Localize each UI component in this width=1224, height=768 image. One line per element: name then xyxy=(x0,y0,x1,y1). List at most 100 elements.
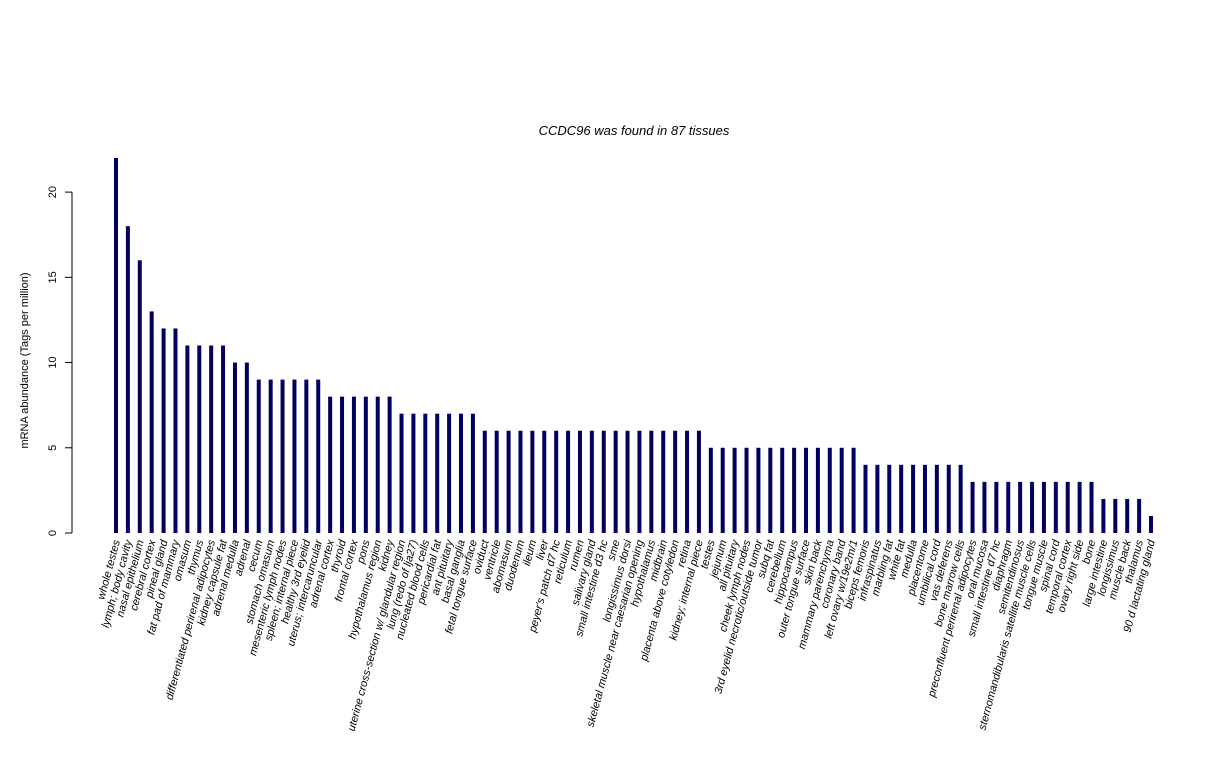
bar xyxy=(577,430,582,533)
bar xyxy=(922,464,927,533)
bar xyxy=(827,447,832,533)
bar xyxy=(1077,481,1082,533)
bar xyxy=(387,396,392,533)
bar xyxy=(875,464,880,533)
bar xyxy=(340,396,345,533)
y-axis-label: mRNA abundance (Tags per million) xyxy=(19,272,31,448)
bar xyxy=(804,447,808,533)
bar xyxy=(554,430,559,533)
bar xyxy=(232,362,237,533)
bar xyxy=(137,260,142,533)
bar xyxy=(518,430,523,533)
bar xyxy=(863,464,868,533)
bar xyxy=(768,447,773,533)
bar xyxy=(887,464,892,533)
y-tick-label: 10 xyxy=(47,356,59,368)
bar xyxy=(625,430,630,533)
bar xyxy=(363,396,368,533)
bar xyxy=(696,430,701,533)
bar xyxy=(1113,498,1118,533)
bar xyxy=(328,396,333,533)
bar xyxy=(209,345,214,533)
bar xyxy=(411,413,416,533)
bar xyxy=(244,362,249,533)
bar xyxy=(815,447,820,533)
y-axis: 0 5 10 15 20 xyxy=(47,186,73,536)
bar xyxy=(1089,481,1094,533)
y-tick-label: 20 xyxy=(47,186,59,198)
bar xyxy=(732,447,737,533)
bar xyxy=(1053,481,1058,533)
bar xyxy=(994,481,999,533)
bar xyxy=(566,430,571,533)
bar xyxy=(958,464,963,533)
bar xyxy=(185,345,190,533)
bar xyxy=(589,430,594,533)
bars-group xyxy=(114,158,1153,533)
bar xyxy=(911,464,916,533)
bar xyxy=(601,430,606,533)
bar xyxy=(292,379,297,533)
bar xyxy=(256,379,261,533)
bar xyxy=(649,430,654,533)
bar xyxy=(125,226,130,533)
bar xyxy=(542,430,547,533)
bar xyxy=(161,328,166,533)
bar xyxy=(304,379,309,533)
bar xyxy=(506,430,511,533)
bar xyxy=(1137,498,1142,533)
bar xyxy=(708,447,713,533)
bar xyxy=(839,447,844,533)
bar xyxy=(780,447,785,533)
bar xyxy=(482,430,487,533)
y-tick-label: 15 xyxy=(47,271,59,283)
bar xyxy=(173,328,178,533)
bar xyxy=(744,447,749,533)
bar xyxy=(1149,515,1153,533)
bar xyxy=(685,430,690,533)
bar xyxy=(470,413,475,533)
bar xyxy=(673,430,678,533)
y-tick-label: 5 xyxy=(47,445,59,451)
bar xyxy=(720,447,725,533)
bar xyxy=(661,430,666,533)
bar xyxy=(1030,481,1035,533)
bar xyxy=(221,345,226,533)
bar xyxy=(637,430,642,533)
bar xyxy=(447,413,452,533)
bar xyxy=(351,396,356,533)
bar xyxy=(1006,481,1011,533)
bar xyxy=(316,379,321,533)
bar xyxy=(1018,481,1023,533)
bar xyxy=(1041,481,1046,533)
bar xyxy=(399,413,404,533)
bar xyxy=(280,379,285,533)
bar xyxy=(613,430,618,533)
bar xyxy=(756,447,761,533)
bar xyxy=(435,413,440,533)
bar xyxy=(851,447,856,533)
bar xyxy=(899,464,904,533)
bar xyxy=(1125,498,1130,533)
bar xyxy=(982,481,987,533)
bar xyxy=(1065,481,1070,533)
bar xyxy=(970,481,975,533)
bar xyxy=(197,345,202,533)
bar xyxy=(1101,498,1106,533)
bar xyxy=(149,311,154,533)
bar xyxy=(792,447,797,533)
bar xyxy=(375,396,380,533)
bar xyxy=(268,379,273,533)
bar xyxy=(114,158,118,533)
bar xyxy=(423,413,428,533)
bar xyxy=(934,464,939,533)
chart-title: CCDC96 was found in 87 tissues xyxy=(539,123,730,138)
bar xyxy=(494,430,499,533)
x-tick-label: sme xyxy=(606,539,623,562)
y-tick-label: 0 xyxy=(47,530,59,536)
bar xyxy=(946,464,951,533)
bar xyxy=(530,430,535,533)
x-tick-label: liver xyxy=(534,537,551,561)
